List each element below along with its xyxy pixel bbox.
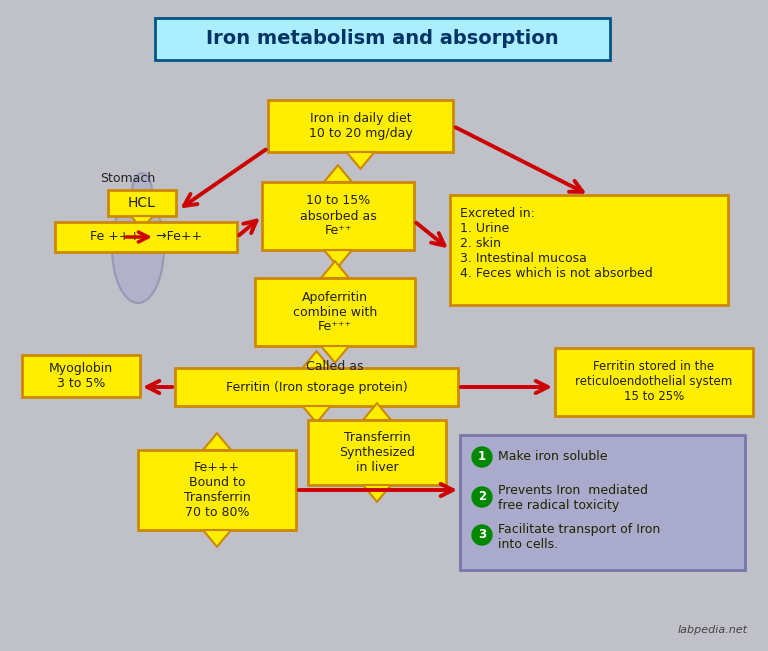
Polygon shape (321, 346, 349, 363)
Text: Iron in daily diet
10 to 20 mg/day: Iron in daily diet 10 to 20 mg/day (309, 112, 412, 140)
Circle shape (472, 525, 492, 545)
FancyBboxPatch shape (108, 190, 176, 216)
FancyBboxPatch shape (175, 368, 458, 406)
Polygon shape (324, 250, 352, 267)
FancyBboxPatch shape (450, 195, 728, 305)
Text: Ferritin (Iron storage protein): Ferritin (Iron storage protein) (226, 380, 407, 393)
Text: Apoferritin
combine with
Fe⁺⁺⁺: Apoferritin combine with Fe⁺⁺⁺ (293, 290, 377, 333)
Text: free radical toxicity: free radical toxicity (498, 499, 619, 512)
Text: Fe +++    →Fe++: Fe +++ →Fe++ (90, 230, 202, 243)
Polygon shape (363, 485, 391, 502)
Polygon shape (321, 261, 349, 278)
Text: 3: 3 (478, 529, 486, 542)
Text: 1: 1 (478, 450, 486, 464)
Text: Facilitate transport of Iron: Facilitate transport of Iron (498, 523, 660, 536)
FancyBboxPatch shape (55, 222, 237, 252)
Text: Make iron soluble: Make iron soluble (498, 450, 607, 464)
Text: labpedia.net: labpedia.net (678, 625, 748, 635)
Text: Called as: Called as (306, 359, 364, 372)
FancyBboxPatch shape (155, 18, 610, 60)
FancyBboxPatch shape (262, 182, 414, 250)
Text: into cells.: into cells. (498, 538, 558, 551)
FancyBboxPatch shape (555, 348, 753, 416)
Text: Myoglobin
3 to 5%: Myoglobin 3 to 5% (49, 362, 113, 390)
FancyBboxPatch shape (460, 435, 745, 570)
Ellipse shape (132, 173, 152, 211)
Text: HCL: HCL (128, 196, 156, 210)
Text: Iron metabolism and absorption: Iron metabolism and absorption (206, 29, 559, 49)
FancyBboxPatch shape (268, 100, 453, 152)
Polygon shape (363, 403, 391, 420)
Ellipse shape (112, 193, 164, 303)
Text: 10 to 15%
absorbed as
Fe⁺⁺: 10 to 15% absorbed as Fe⁺⁺ (300, 195, 376, 238)
FancyBboxPatch shape (22, 355, 140, 397)
FancyBboxPatch shape (255, 278, 415, 346)
Polygon shape (303, 351, 330, 368)
Text: Ferritin stored in the
reticuloendothelial system
15 to 25%: Ferritin stored in the reticuloendotheli… (575, 361, 733, 404)
Circle shape (472, 487, 492, 507)
Text: Excreted in:
1. Urine
2. skin
3. Intestinal mucosa
4. Feces which is not absorbe: Excreted in: 1. Urine 2. skin 3. Intesti… (460, 207, 653, 280)
Text: Transferrin
Synthesized
in liver: Transferrin Synthesized in liver (339, 431, 415, 474)
Polygon shape (324, 165, 352, 182)
FancyBboxPatch shape (138, 450, 296, 530)
Polygon shape (203, 433, 231, 450)
Circle shape (472, 447, 492, 467)
Polygon shape (203, 530, 231, 547)
Text: Stomach: Stomach (100, 171, 155, 184)
Text: Fe+++
Bound to
Transferrin
70 to 80%: Fe+++ Bound to Transferrin 70 to 80% (184, 461, 250, 519)
Polygon shape (303, 406, 330, 422)
FancyBboxPatch shape (308, 420, 446, 485)
Polygon shape (131, 216, 153, 229)
Text: 2: 2 (478, 490, 486, 503)
Polygon shape (346, 152, 375, 169)
Text: Prevents Iron  mediated: Prevents Iron mediated (498, 484, 648, 497)
